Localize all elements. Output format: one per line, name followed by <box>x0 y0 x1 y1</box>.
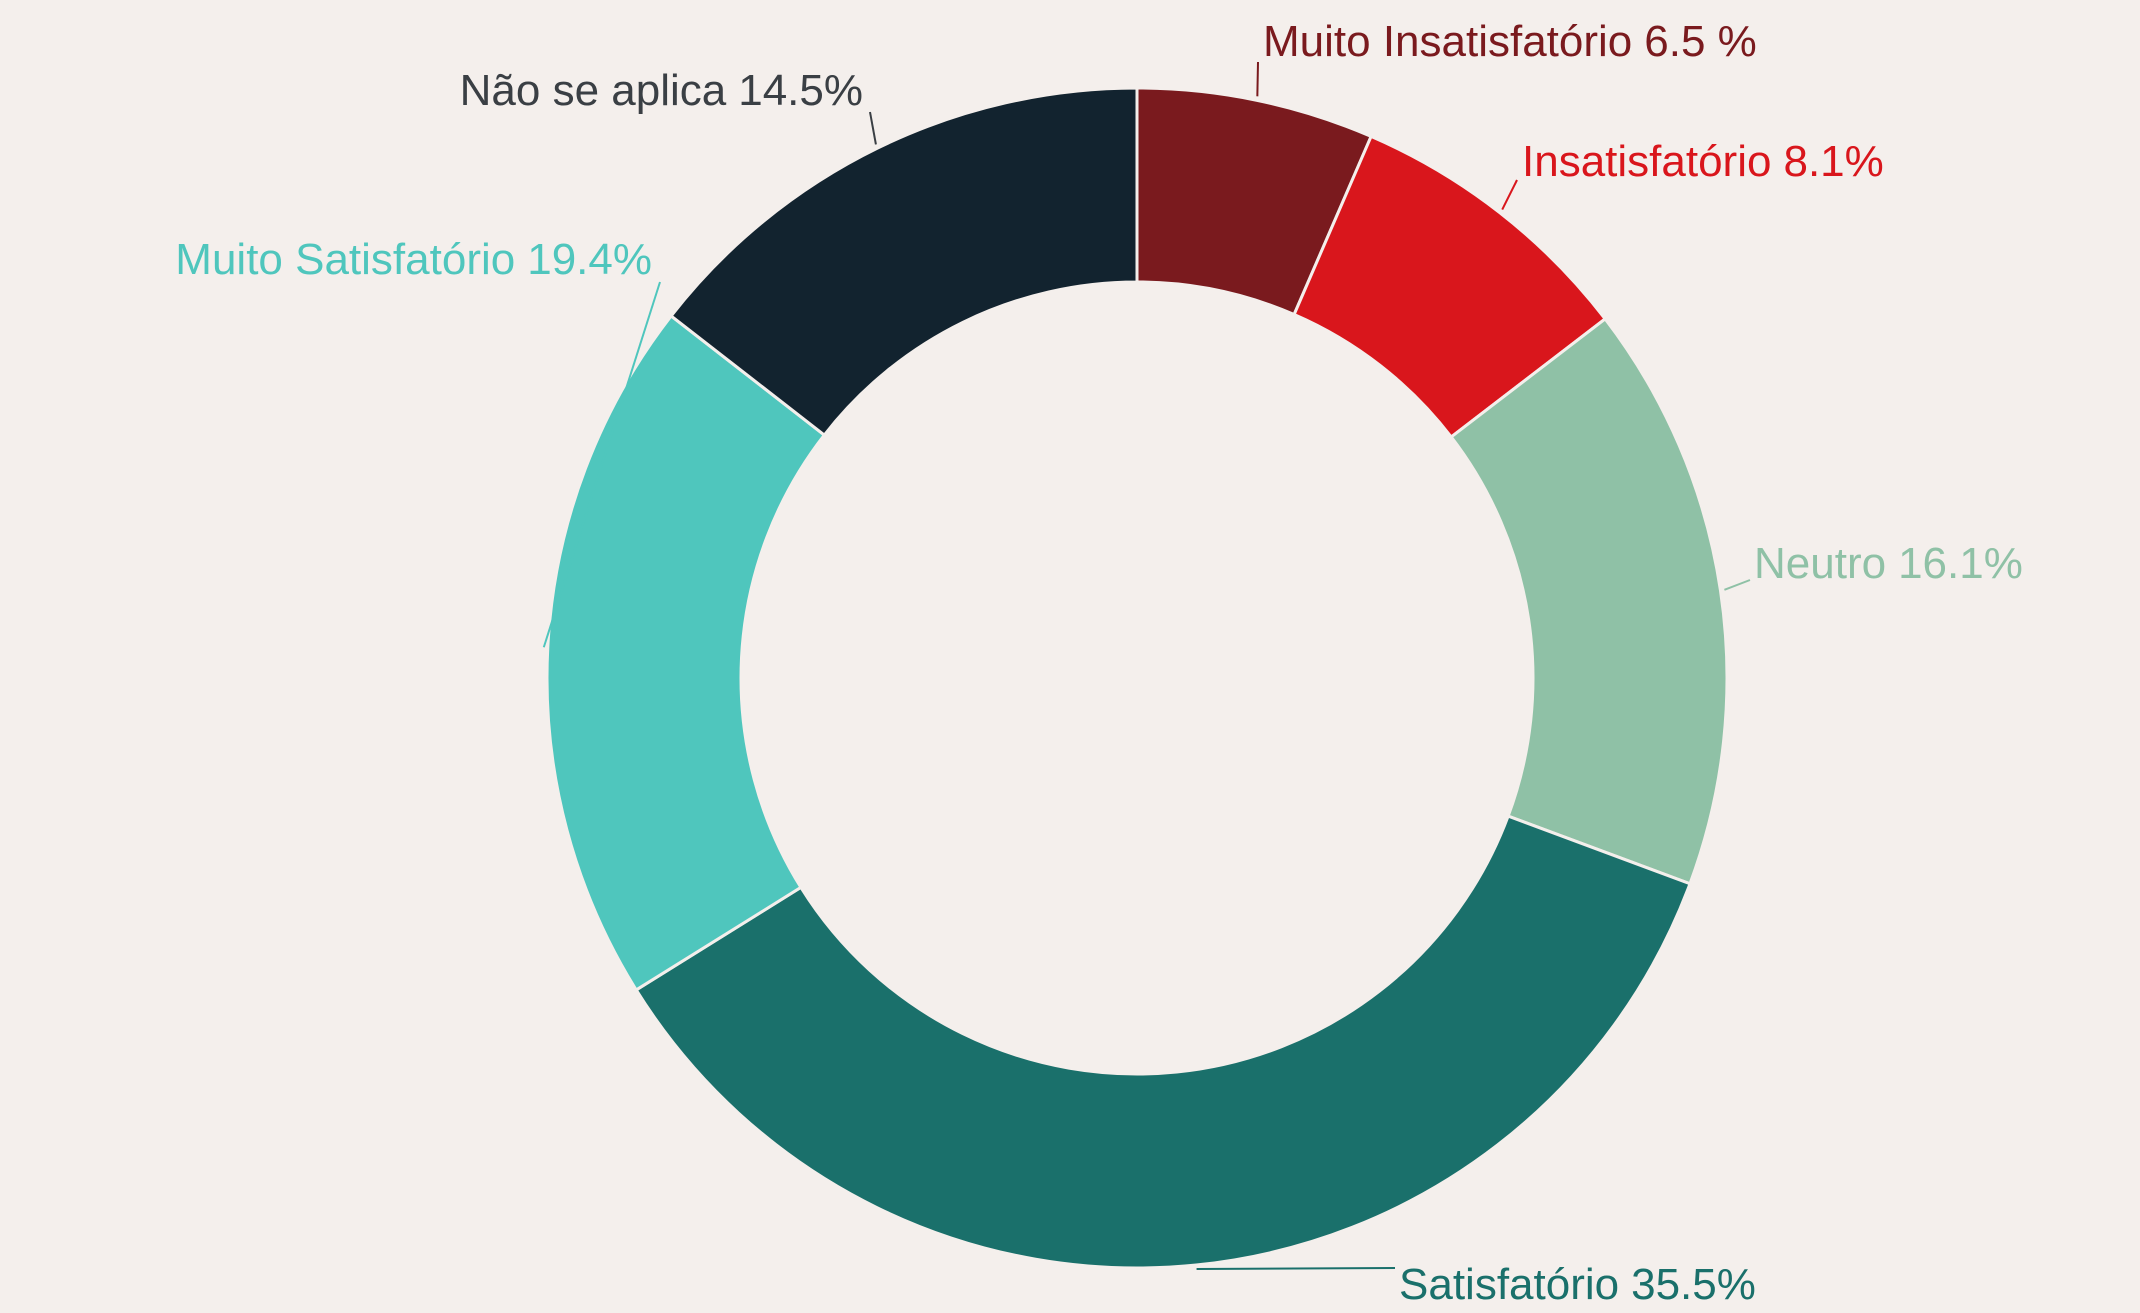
segment-label: Satisfatório 35.5% <box>1399 1260 1756 1309</box>
category-name: Muito Satisfatório <box>175 235 515 284</box>
leader-line <box>1724 579 1751 591</box>
donut-segment <box>634 814 1692 1270</box>
value-label: 19.4% <box>527 235 652 284</box>
segment-label: Neutro 16.1% <box>1754 539 2023 588</box>
category-name: Muito Insatisfatório <box>1263 17 1632 66</box>
value-label: 8.1% <box>1783 137 1883 186</box>
value-label: 14.5% <box>738 66 863 115</box>
leader-line <box>1196 1267 1396 1271</box>
category-name: Não se aplica <box>460 66 727 115</box>
category-name: Neutro <box>1754 539 1886 588</box>
segment-label: Muito Satisfatório 19.4% <box>175 235 652 284</box>
category-name: Insatisfatório <box>1522 137 1771 186</box>
value-label: 16.1% <box>1898 539 2023 588</box>
segment-label: Muito Insatisfatório 6.5 % <box>1263 17 1757 66</box>
value-label: 6.5 % <box>1644 17 1757 66</box>
leader-line <box>1256 61 1259 97</box>
donut-segment <box>1449 316 1729 886</box>
donut-segment <box>545 313 827 993</box>
leader-line <box>869 111 877 145</box>
category-name: Satisfatório <box>1399 1260 1619 1309</box>
leader-line <box>1501 179 1518 210</box>
segment-label: Não se aplica 14.5% <box>460 66 863 115</box>
leader-line <box>542 281 661 648</box>
segment-label: Insatisfatório 8.1% <box>1522 137 1884 186</box>
value-label: 35.5% <box>1631 1260 1756 1309</box>
donut-segment <box>669 86 1139 438</box>
